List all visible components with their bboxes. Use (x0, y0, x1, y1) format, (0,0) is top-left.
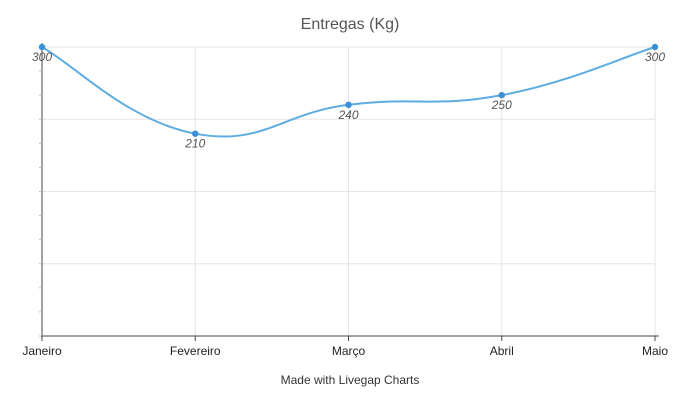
data-point-marker[interactable] (345, 101, 352, 109)
data-label: 250 (491, 98, 512, 112)
data-label: 300 (645, 50, 665, 64)
footer-credit: Made with Livegap Charts (281, 373, 420, 387)
x-axis-tick-label: Maio (642, 344, 668, 358)
x-axis-tick-label: Fevereiro (170, 344, 221, 358)
data-label: 210 (184, 137, 205, 151)
data-point-marker[interactable] (498, 91, 505, 99)
data-label: 240 (337, 108, 358, 122)
data-labels: 300 210 240 250 300 (32, 50, 665, 151)
data-point-marker[interactable] (38, 43, 46, 51)
x-axis-tick-label: Janeiro (22, 344, 62, 358)
x-axis-tick-label: Abril (490, 344, 514, 358)
grid-lines (41, 46, 656, 337)
chart-title: Entregas (Kg) (301, 16, 400, 33)
series-group (38, 43, 659, 138)
data-label: 300 (32, 50, 52, 64)
data-point-marker[interactable] (192, 130, 199, 137)
data-point-marker[interactable] (651, 43, 659, 51)
x-axis-tick-labels: Janeiro Fevereiro Março Abril Maio (22, 344, 668, 358)
x-axis-tick-label: Março (332, 344, 366, 358)
